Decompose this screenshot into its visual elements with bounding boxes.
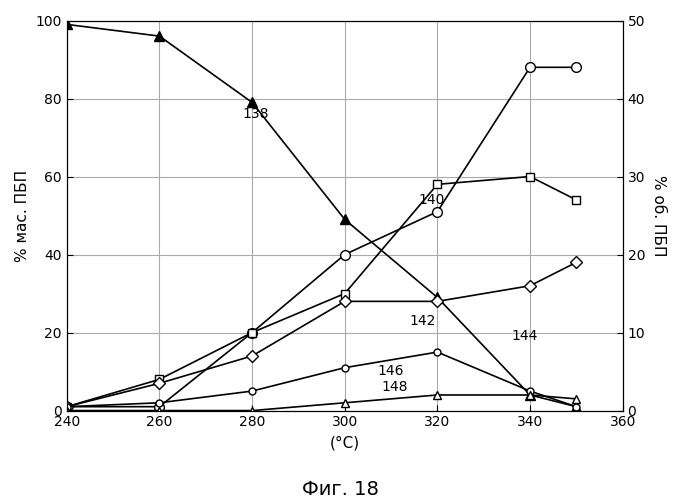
Text: 148: 148 bbox=[382, 380, 409, 394]
Text: Фиг. 18: Фиг. 18 bbox=[302, 480, 379, 499]
Y-axis label: % об. ПБП: % об. ПБП bbox=[651, 175, 666, 256]
X-axis label: (°С): (°С) bbox=[330, 435, 360, 450]
Text: 138: 138 bbox=[243, 107, 269, 121]
Text: 144: 144 bbox=[511, 330, 538, 344]
Text: 146: 146 bbox=[377, 364, 404, 378]
Text: 140: 140 bbox=[419, 193, 445, 207]
Y-axis label: % мас. ПБП: % мас. ПБП bbox=[15, 170, 30, 262]
Text: 142: 142 bbox=[409, 314, 436, 328]
